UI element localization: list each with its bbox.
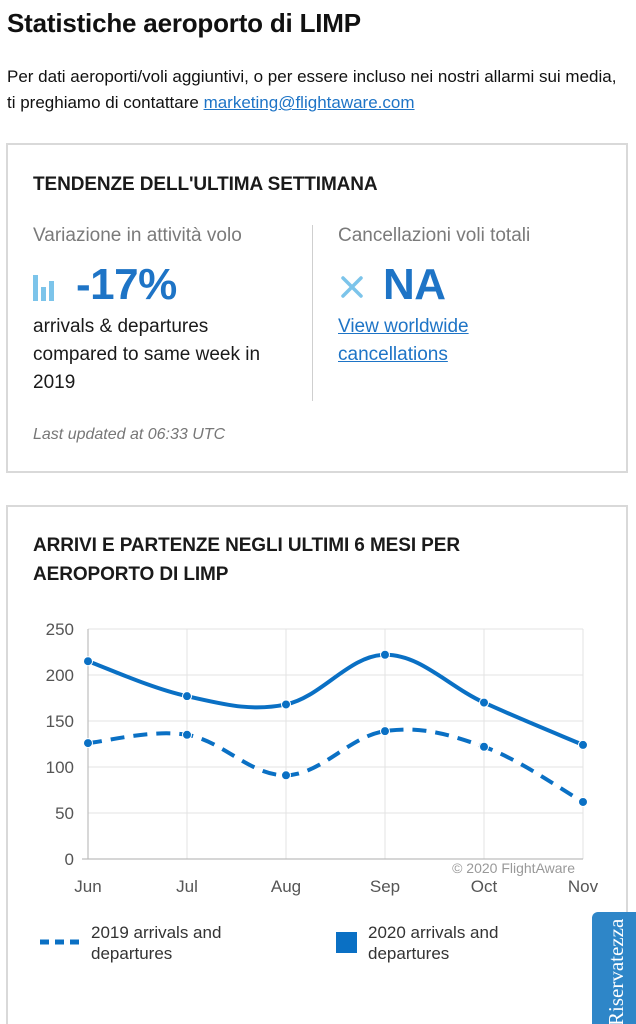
data-point-2019 [479,741,489,752]
activity-change-value-row: -17% [33,259,293,311]
cancellations-value: NA [383,260,446,309]
legend-2020-swatch [336,932,357,953]
activity-change-description: arrivals & departures compared to same w… [33,316,261,393]
data-point-2020 [281,699,291,710]
stats-divider [312,225,313,401]
data-point-2020 [83,656,93,667]
activity-change-value: -17% [76,260,177,309]
x-tick-label: Nov [568,877,599,896]
activity-change-label: Variazione in attività volo [33,225,242,246]
series-line-2019 [87,727,584,804]
data-point-2019 [578,796,588,807]
y-tick-label: 100 [46,758,74,777]
trends-heading: TENDENZE DELL'ULTIMA SETTIMANA [33,174,378,195]
y-tick-label: 150 [46,712,74,731]
activity-change-stat: Variazione in attività volo -17% arrival… [33,225,293,397]
privacy-settings-tab[interactable]: Riservatezza [592,912,636,1024]
weekly-trends-card: TENDENZE DELL'ULTIMA SETTIMANA Variazion… [6,143,628,473]
data-point-2019 [83,738,93,749]
cancellations-label: Cancellazioni voli totali [338,225,531,246]
data-point-2020 [182,691,192,702]
y-tick-label: 200 [46,666,74,685]
close-icon [341,276,363,298]
intro-text: Per dati aeroporti/voli aggiuntivi, o pe… [7,67,617,112]
chart-heading: ARRIVI E PARTENZE NEGLI ULTIMI 6 MESI PE… [33,535,460,585]
y-tick-label: 250 [46,620,74,639]
series-line-2020 [87,652,584,747]
monthly-chart-card: ARRIVI E PARTENZE NEGLI ULTIMI 6 MESI PE… [6,505,628,1024]
y-tick-label: 0 [65,850,74,869]
page-title: Statistiche aeroporto di LIMP [7,8,361,38]
data-point-2019 [380,726,390,737]
data-point-2020 [479,697,489,708]
cancellations-stat: Cancellazioni voli totali NA View worldw… [338,225,608,369]
x-tick-label: Jul [176,877,198,896]
data-point-2020 [578,739,588,750]
worldwide-cancellations-link[interactable]: View worldwide cancellations [338,316,469,365]
last-updated-text: Last updated at 06:33 UTC [33,426,226,443]
x-tick-label: Jun [74,877,101,896]
legend-2020-label[interactable]: 2020 arrivals and departures [368,923,499,963]
chart-credit: © 2020 FlightAware [452,860,575,876]
bar-chart-icon [33,275,54,301]
x-tick-label: Sep [370,877,400,896]
data-point-2019 [182,729,192,740]
data-point-2020 [380,649,390,660]
line-chart: 0 50 100 150 200 250 Jun Jul Aug Sep Oct Nov© 2020 … [46,620,599,896]
legend-2019-label[interactable]: 2019 arrivals and departures [91,923,222,963]
x-tick-label: Oct [471,877,498,896]
intro-text-block: Per dati aeroporti/voli aggiuntivi, o pe… [7,64,629,116]
cancellations-value-row: NA [338,259,608,311]
contact-email-link[interactable]: marketing@flightaware.com [203,93,415,112]
privacy-tab-label: Riservatezza [604,918,628,1024]
x-tick-label: Aug [271,877,301,896]
y-tick-label: 50 [55,804,74,823]
data-point-2019 [281,770,291,781]
legend-2019-swatch [40,939,80,945]
